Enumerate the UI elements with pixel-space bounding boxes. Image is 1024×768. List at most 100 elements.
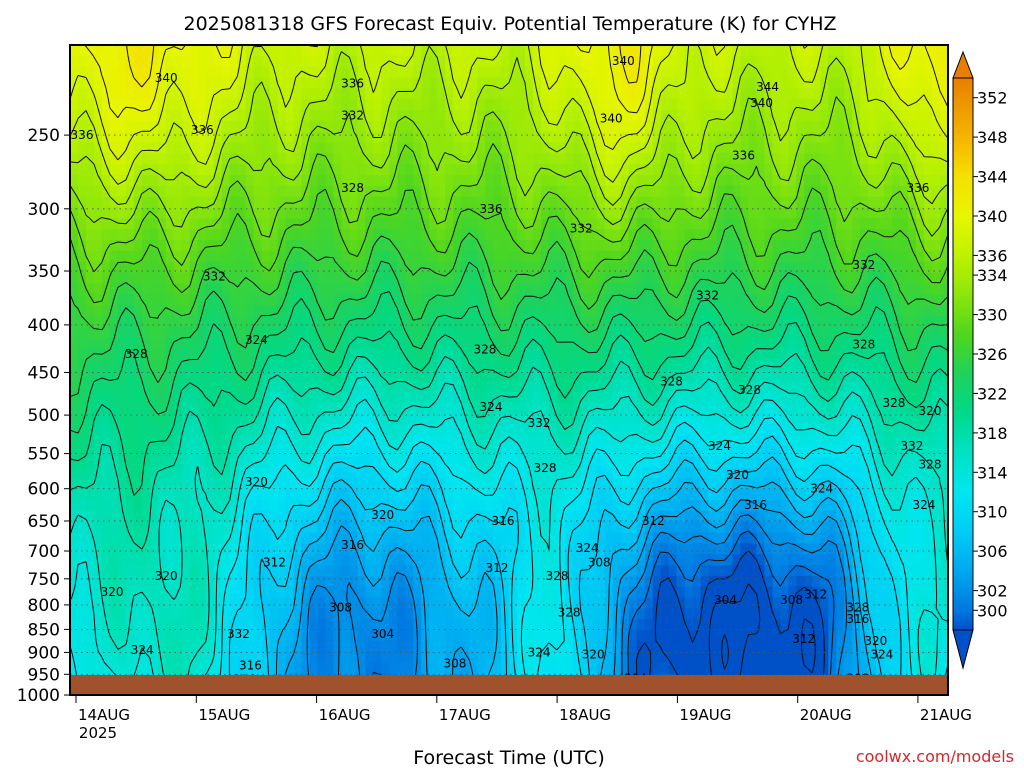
field-cell [141,45,151,57]
field-cell [253,510,263,523]
field-cell [501,240,510,252]
field-cell [628,478,638,490]
field-cell [109,651,119,664]
field-cell [261,261,271,274]
field-cell [333,597,342,609]
field-cell [524,662,534,674]
field-cell [493,131,502,144]
field-cell [636,402,646,414]
field-cell [85,142,95,154]
field-cell [724,337,734,349]
field-cell [708,229,718,241]
field-cell [493,185,502,198]
field-cell [437,99,446,111]
field-cell [509,55,518,68]
field-cell [341,315,350,328]
field-cell [652,348,662,360]
field-cell [301,250,311,263]
field-cell [285,110,295,122]
field-cell [285,640,295,653]
field-cell [596,207,606,219]
field-cell [604,489,614,501]
field-cell [612,218,622,230]
field-cell [181,651,191,664]
field-cell [93,402,103,414]
field-cell [381,521,390,534]
field-cell [580,142,590,154]
field-cell [373,543,382,555]
field-cell [293,315,303,328]
field-cell [556,348,566,360]
field-cell [413,586,422,599]
field-cell [397,640,406,653]
field-cell [381,142,390,154]
field-cell [349,207,358,219]
field-cell [205,500,215,512]
field-cell [333,99,342,111]
field-cell [660,207,670,219]
field-cell [501,370,510,382]
field-cell [501,185,510,198]
field-cell [620,370,630,382]
field-cell [485,467,494,479]
field-cell [173,445,183,458]
field-cell [141,196,151,209]
field-cell [365,554,374,566]
field-cell [189,370,199,382]
field-cell [293,196,303,209]
field-cell [445,315,454,328]
field-cell [540,510,550,523]
field-cell [461,359,470,371]
field-cell [652,164,662,176]
field-cell [149,435,159,447]
field-cell [540,543,550,555]
field-cell [261,391,271,404]
field-cell [157,315,167,328]
field-cell [325,131,334,144]
field-cell [277,55,287,68]
field-cell [333,45,342,57]
field-cell [668,110,678,122]
field-cell [109,55,119,68]
field-cell [309,532,319,544]
field-cell [197,66,207,79]
field-cell [572,532,582,544]
field-cell [381,489,390,501]
field-cell [341,164,350,176]
field-cell [85,424,95,436]
field-cell [157,77,167,89]
field-cell [692,630,702,642]
field-cell [277,619,287,631]
field-cell [684,478,694,490]
field-cell [556,413,566,425]
field-cell [77,413,87,425]
field-cell [245,315,255,328]
field-cell [141,575,151,588]
field-cell [724,131,734,144]
field-cell [620,608,630,620]
field-cell [540,619,550,631]
field-cell [556,630,566,642]
field-cell [189,77,199,89]
field-cell [684,413,694,425]
field-cell [157,305,167,317]
field-cell [509,153,518,165]
field-cell [373,359,382,371]
field-cell [133,565,143,577]
field-cell [333,348,342,360]
field-cell [277,131,287,144]
field-cell [253,207,263,219]
field-cell [516,88,526,100]
field-cell [453,586,462,599]
field-cell [333,630,342,642]
field-cell [381,283,390,295]
field-cell [572,175,582,187]
field-cell [357,272,366,284]
field-cell [477,185,486,198]
field-cell [644,88,654,100]
field-cell [373,586,382,599]
field-cell [301,337,311,349]
field-cell [485,66,494,79]
field-cell [70,597,79,609]
field-cell [668,45,678,57]
